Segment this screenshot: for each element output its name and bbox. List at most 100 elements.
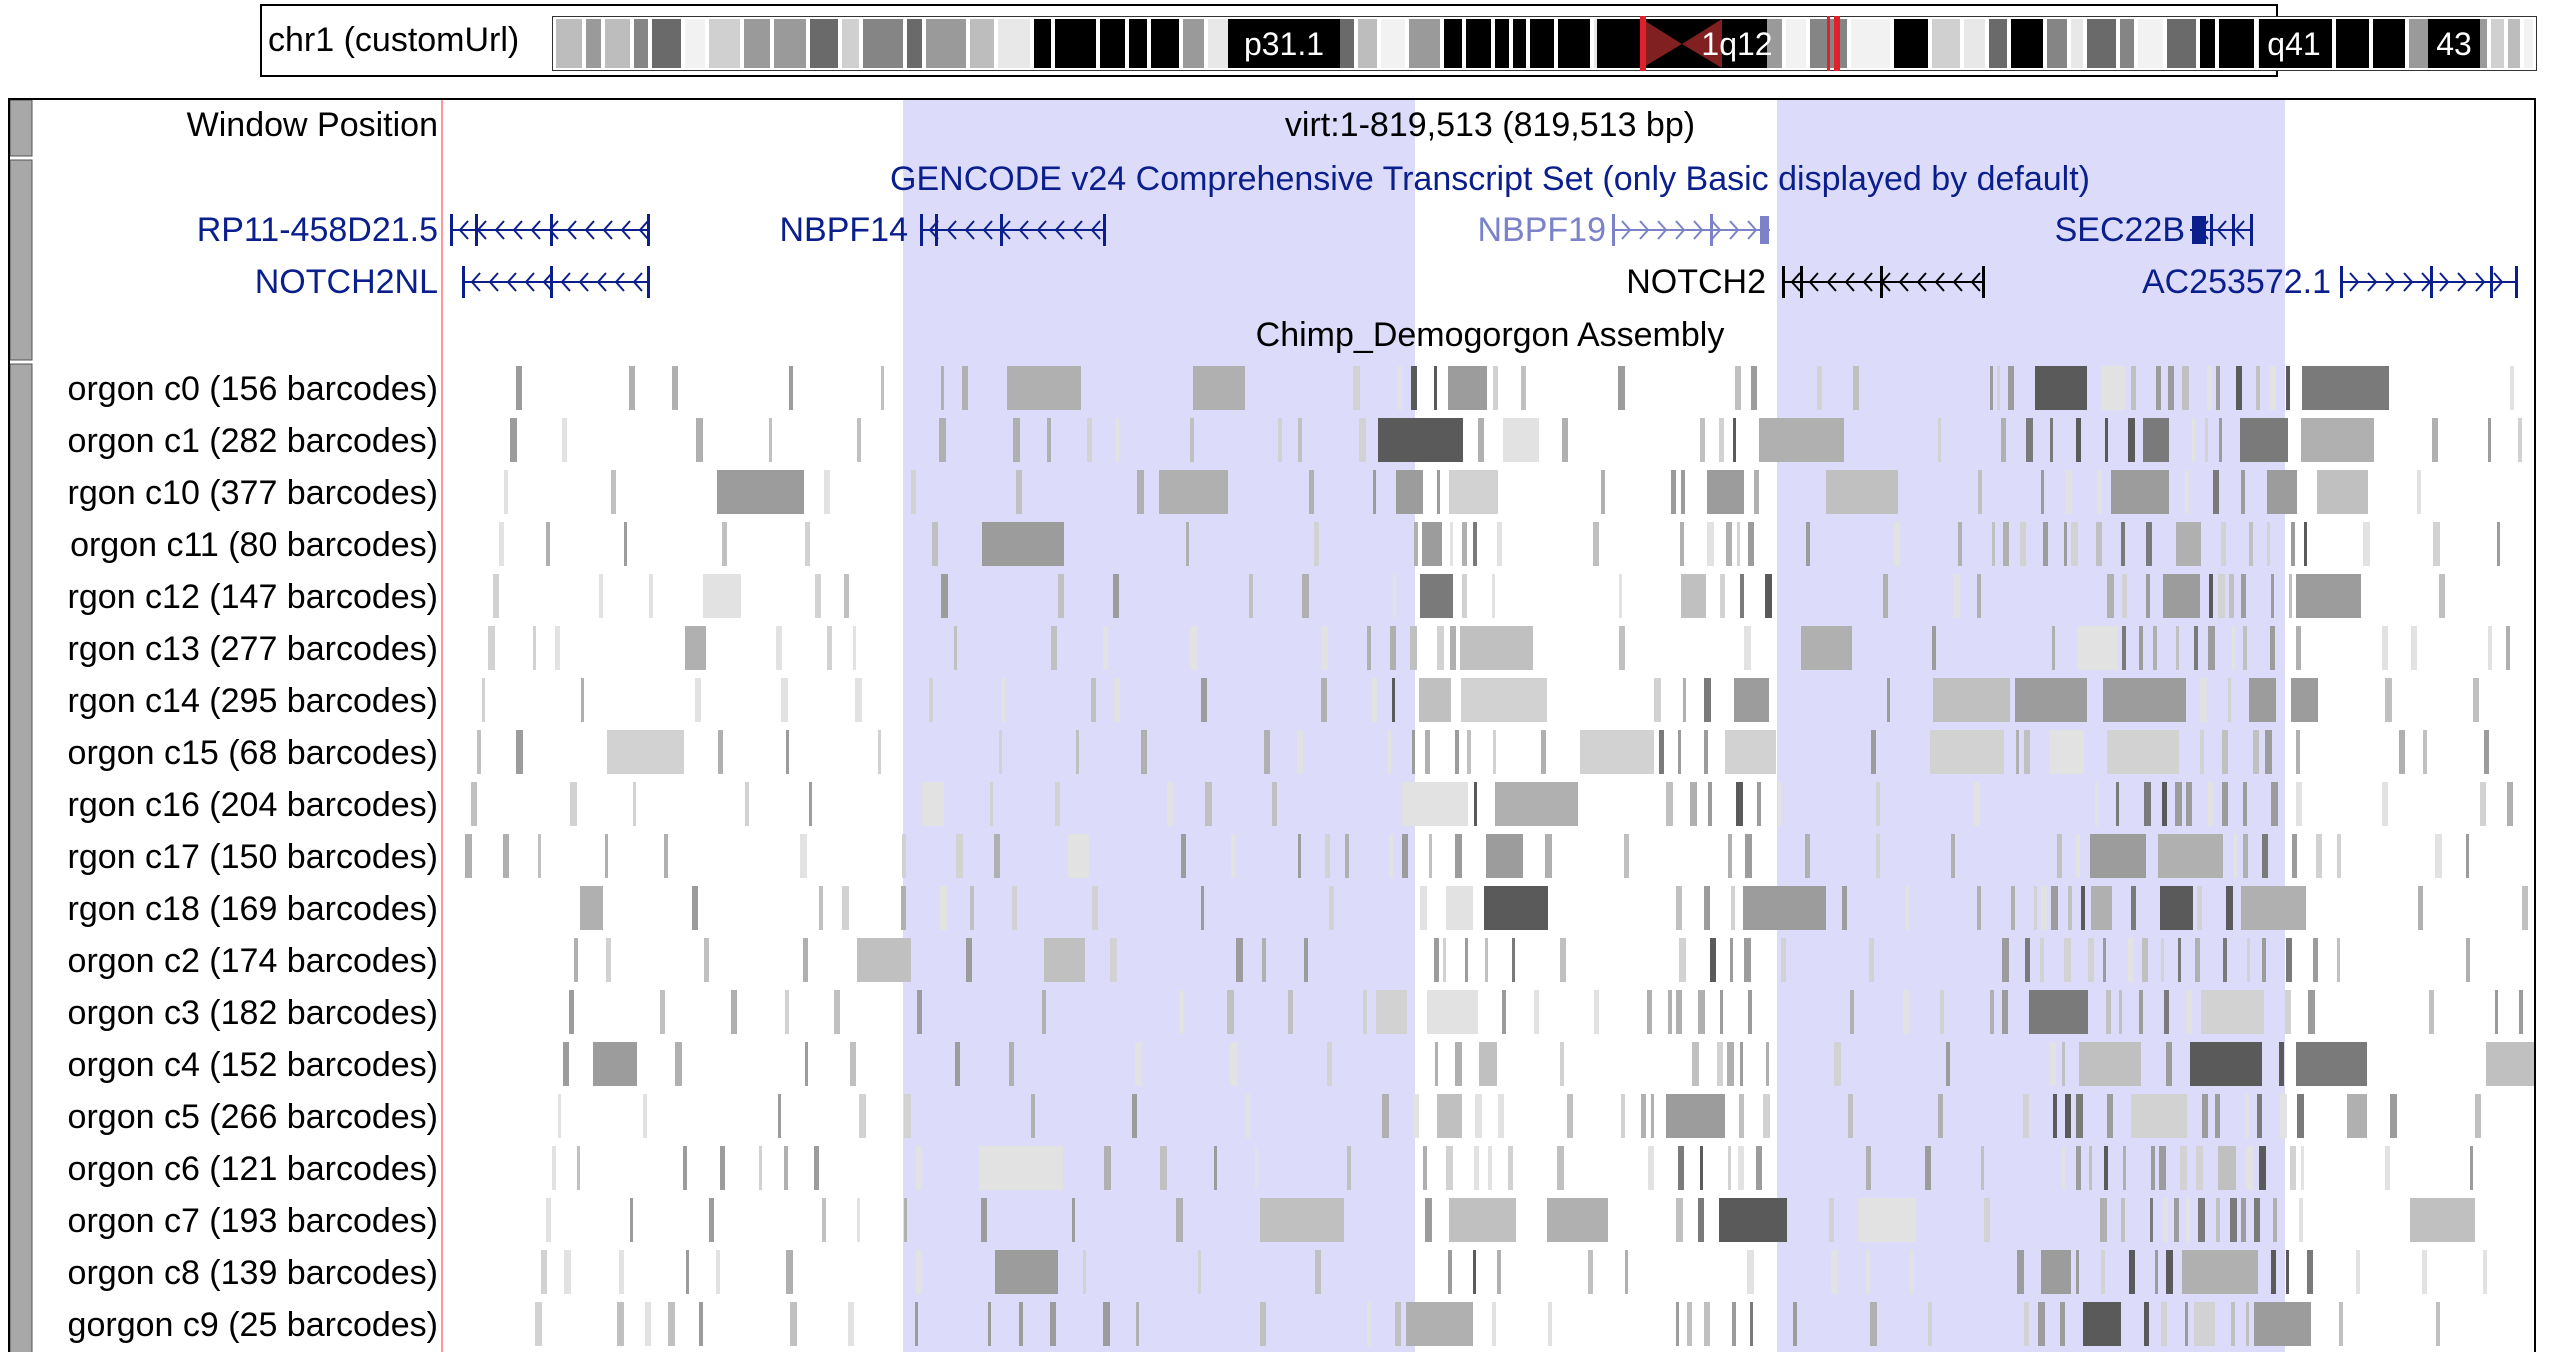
- assembly-block: [988, 1302, 991, 1346]
- assembly-block: [2522, 886, 2528, 930]
- assembly-block: [2163, 574, 2200, 618]
- assembly-block: [999, 730, 1002, 774]
- assembly-row-label[interactable]: orgon c6 (121 barcodes): [68, 1150, 438, 1188]
- assembly-row-label[interactable]: rgon c13 (277 barcodes): [68, 630, 438, 668]
- assembly-block: [630, 1198, 633, 1242]
- assembly-block: [956, 834, 963, 878]
- assembly-block: [1190, 418, 1194, 462]
- assembly-block: [611, 470, 616, 514]
- browser-tracks[interactable]: Window Position virt:1-819,513 (819,513 …: [10, 100, 2536, 1352]
- gene-exon: [647, 214, 650, 246]
- assembly-block: [2313, 938, 2318, 982]
- gene-label-nbpf14[interactable]: NBPF14: [780, 211, 909, 249]
- assembly-block: [2296, 626, 2301, 670]
- assembly-block: [606, 938, 611, 982]
- assembly-row-label[interactable]: orgon c1 (282 barcodes): [68, 422, 438, 460]
- gene-strand-arrow: [1018, 220, 1029, 240]
- gene-strand-arrow: [1090, 220, 1101, 240]
- assembly-block: [1434, 938, 1439, 982]
- assembly-block: [1733, 418, 1736, 462]
- assembly-row-label[interactable]: rgon c14 (295 barcodes): [68, 682, 438, 720]
- assembly-row-label[interactable]: orgon c7 (193 barcodes): [68, 1202, 438, 1240]
- assembly-block: [1420, 886, 1427, 930]
- chromosome-ideogram[interactable]: chr1 (customUrl) p31.1 1q12 q41 43: [260, 4, 2537, 77]
- assembly-block: [2062, 1146, 2065, 1190]
- assembly-row-label[interactable]: gorgon c9 (25 barcodes): [68, 1306, 438, 1344]
- assembly-block: [2279, 1042, 2284, 1086]
- assembly-row-label[interactable]: rgon c12 (147 barcodes): [68, 578, 438, 616]
- gene-exon: [1103, 214, 1106, 246]
- track-handle-genes[interactable]: [10, 159, 33, 361]
- gene-label-notch2[interactable]: NOTCH2: [1626, 263, 1766, 301]
- assembly-block: [941, 366, 944, 410]
- assembly-block: [1883, 574, 1888, 618]
- gene-label-ac253572[interactable]: AC253572.1: [2142, 263, 2331, 301]
- assembly-row-label[interactable]: rgon c17 (150 barcodes): [68, 838, 438, 876]
- assembly-block: [2292, 834, 2297, 878]
- assembly-block: [546, 1198, 551, 1242]
- assembly-row-label[interactable]: orgon c2 (174 barcodes): [68, 942, 438, 980]
- gene-models[interactable]: [450, 214, 2518, 298]
- assembly-block: [2285, 990, 2291, 1034]
- gene-label-nbpf19[interactable]: NBPF19: [1478, 211, 1607, 249]
- assembly-block: [516, 366, 522, 410]
- assembly-block: [1478, 418, 1484, 462]
- assembly-block: [941, 574, 948, 618]
- assembly-block: [819, 886, 823, 930]
- assembly-block: [2106, 990, 2111, 1034]
- assembly-block: [1700, 1146, 1703, 1190]
- assembly-row-label[interactable]: orgon c3 (182 barcodes): [68, 994, 438, 1032]
- gene-label-sec22b[interactable]: SEC22B: [2055, 211, 2185, 249]
- assembly-block: [1801, 626, 1852, 670]
- assembly-block: [2200, 730, 2204, 774]
- assembly-block: [1176, 1198, 1183, 1242]
- assembly-block: [2131, 366, 2136, 410]
- ideogram-band-label: q41: [2267, 26, 2320, 62]
- assembly-block: [1402, 782, 1468, 826]
- assembly-block: [2076, 834, 2080, 878]
- assembly-row-label[interactable]: orgon c0 (156 barcodes): [68, 370, 438, 408]
- assembly-block: [1091, 678, 1096, 722]
- assembly-block: [1160, 1146, 1167, 1190]
- assembly-block: [2029, 990, 2088, 1034]
- assembly-block: [2291, 522, 2295, 566]
- assembly-block: [1420, 574, 1453, 618]
- assembly-block: [1050, 1302, 1056, 1346]
- assembly-block: [822, 1198, 826, 1242]
- assembly-block: [1548, 1302, 1552, 1346]
- gene-label-notch2nl[interactable]: NOTCH2NL: [255, 263, 438, 301]
- assembly-block: [685, 626, 706, 670]
- assembly-block: [2186, 782, 2192, 826]
- track-handle-assembly[interactable]: [10, 363, 33, 1352]
- ideogram-bands[interactable]: p31.1 1q12 q41 43: [552, 16, 2537, 71]
- assembly-block: [901, 886, 906, 930]
- assembly-block: [2050, 418, 2053, 462]
- assembly-block: [1541, 730, 1546, 774]
- assembly-block: [1205, 782, 1212, 826]
- track-handle-position[interactable]: [10, 100, 33, 157]
- assembly-block: [1781, 938, 1786, 982]
- assembly-block: [786, 1250, 793, 1294]
- assembly-row-label[interactable]: orgon c8 (139 barcodes): [68, 1254, 438, 1292]
- assembly-row-label[interactable]: rgon c16 (204 barcodes): [68, 786, 438, 824]
- assembly-row-label[interactable]: rgon c10 (377 barcodes): [68, 474, 438, 512]
- assembly-row-blocks[interactable]: [465, 366, 2534, 1346]
- assembly-row-label[interactable]: rgon c18 (169 barcodes): [68, 890, 438, 928]
- assembly-row-label[interactable]: orgon c4 (152 barcodes): [68, 1046, 438, 1084]
- assembly-block: [2219, 418, 2222, 462]
- assembly-row-label[interactable]: orgon c15 (68 barcodes): [68, 734, 438, 772]
- assembly-block: [1977, 886, 1981, 930]
- ideogram-band: [1358, 19, 1377, 68]
- gene-strand-arrow: [602, 220, 613, 240]
- assembly-block: [555, 626, 560, 670]
- assembly-block: [720, 1146, 725, 1190]
- assembly-block: [966, 938, 972, 982]
- gene-strand-arrow: [2198, 220, 2209, 240]
- gene-label-rp11[interactable]: RP11-458D21.5: [197, 211, 438, 249]
- genome-browser-image[interactable]: Window Position virt:1-819,513 (819,513 …: [8, 98, 2536, 1352]
- assembly-block: [1190, 626, 1197, 670]
- assembly-block: [1167, 782, 1173, 826]
- assembly-row-label[interactable]: orgon c11 (80 barcodes): [70, 526, 438, 564]
- assembly-block: [1231, 834, 1235, 878]
- assembly-row-label[interactable]: orgon c5 (266 barcodes): [68, 1098, 438, 1136]
